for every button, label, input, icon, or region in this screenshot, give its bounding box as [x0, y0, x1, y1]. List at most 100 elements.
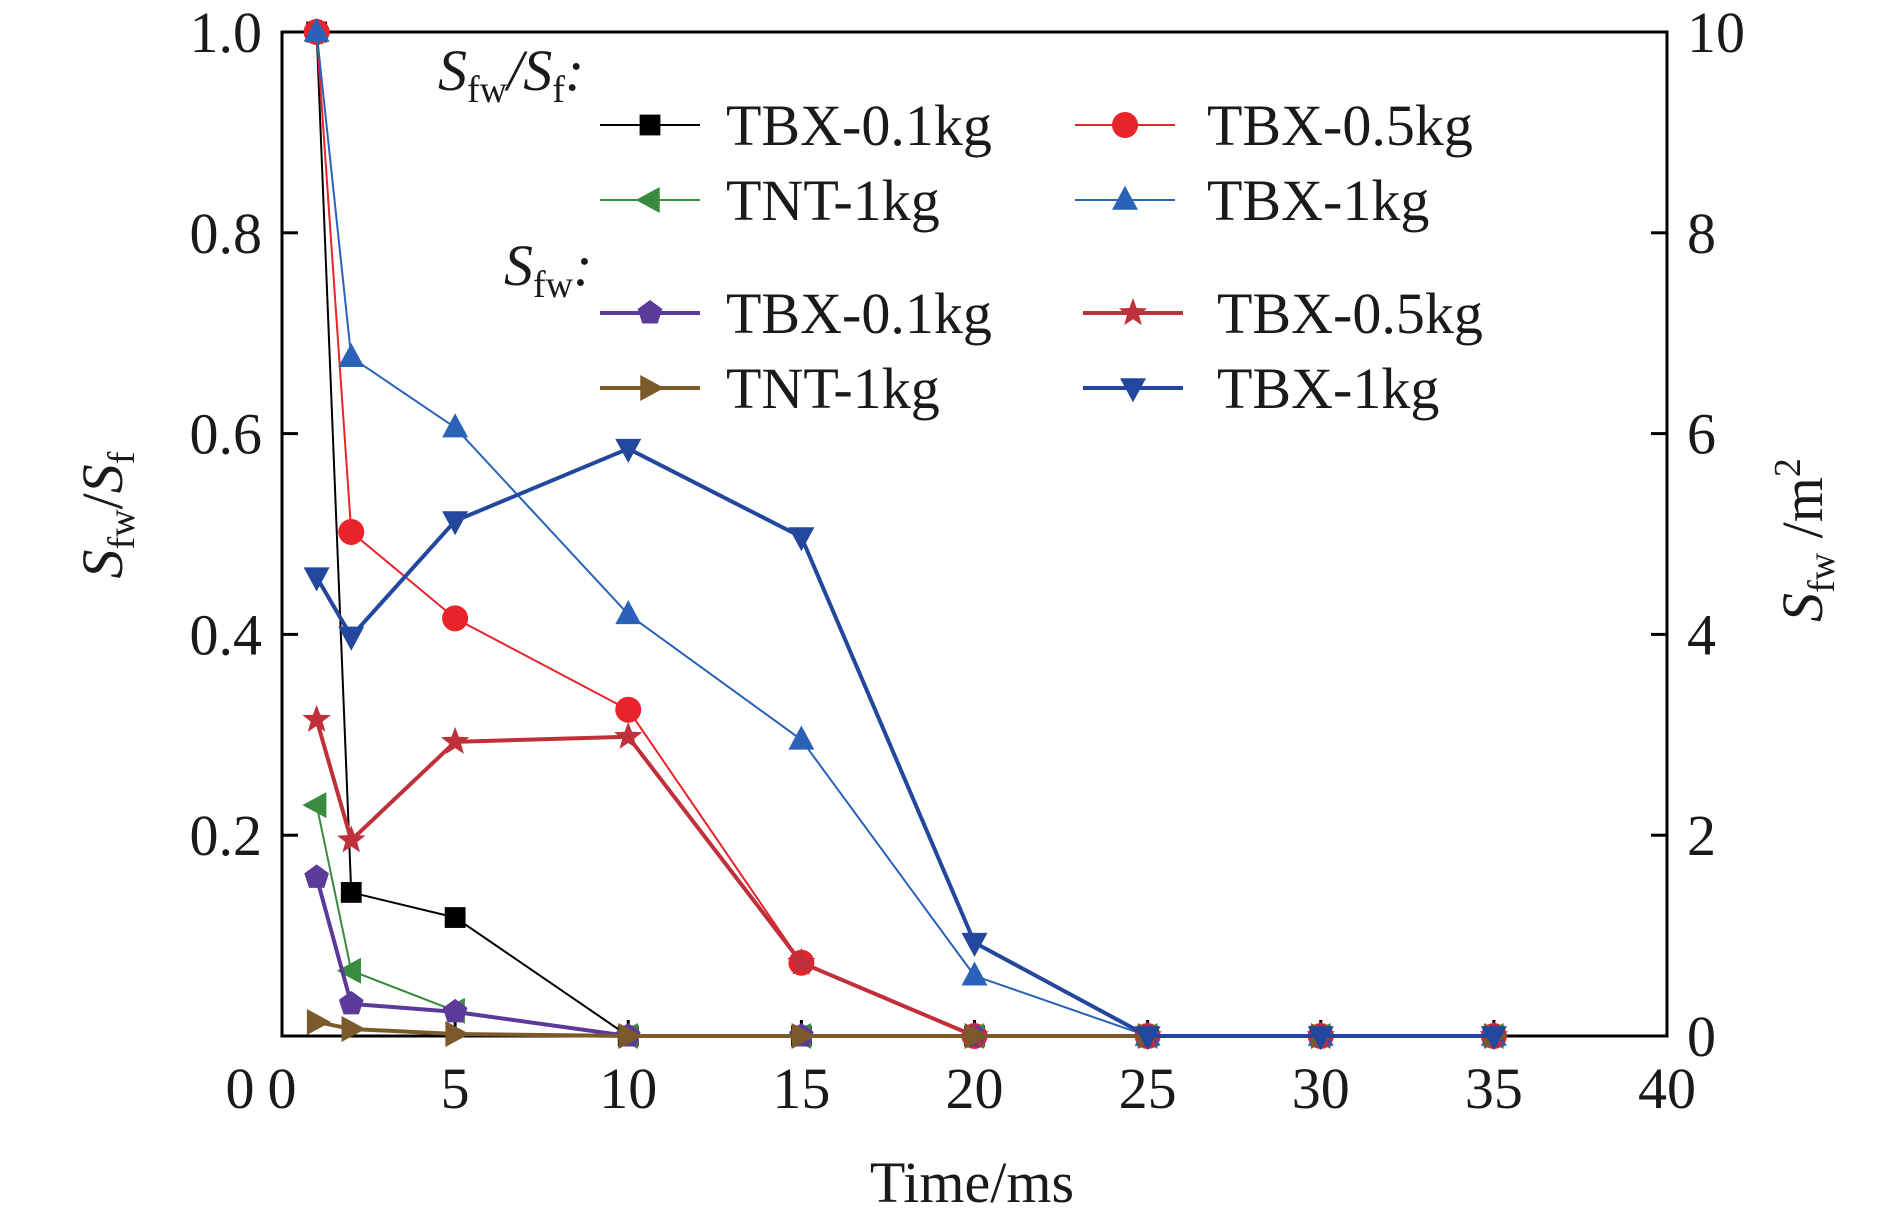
right-y-axis-title: Sfw /m2 [1767, 458, 1843, 622]
data-point [303, 567, 330, 592]
left-y-title-sub: fw [101, 509, 143, 550]
data-point [618, 1023, 643, 1049]
data-point [302, 792, 327, 819]
data-point [340, 882, 362, 903]
data-point [444, 907, 466, 928]
left-y-tick-label: 0.6 [190, 402, 263, 467]
right-y-axis-ticks: 0 2 4 6 8 10 [1651, 0, 1745, 1069]
data-point [1134, 1026, 1161, 1051]
origin-label: 0 [226, 1056, 255, 1121]
data-point [445, 1020, 470, 1047]
right-y-title-sup: 2 [1767, 458, 1809, 477]
left-y-axis-title: Sfw/Sf [70, 451, 143, 578]
legend-entry-tnt-1kg: TNT-1kg [600, 356, 940, 421]
legend-label: TBX-1kg [1217, 356, 1439, 421]
x-axis-title: Time/ms [870, 1150, 1074, 1210]
series-line [314, 876, 1494, 1038]
legend-entry-tbx-0-5kg: TBX-0.5kg [1083, 281, 1483, 346]
legend-label: TBX-0.1kg [726, 93, 992, 158]
x-tick-label: 40 [1638, 1056, 1696, 1121]
x-tick-label: 20 [946, 1056, 1004, 1121]
left-y-title-s: S [70, 549, 135, 578]
data-point [1480, 1026, 1507, 1051]
left-y-tick-label: 1.0 [190, 0, 263, 65]
data-point [964, 1023, 989, 1049]
x-tick-label: 0 [268, 1056, 297, 1121]
series-tbx-1kg-right [303, 438, 1507, 1051]
legend-label: TBX-1kg [1207, 168, 1429, 233]
right-y-tick-label: 8 [1687, 201, 1716, 266]
right-y-title-unit: /m [1770, 477, 1835, 553]
data-point [440, 726, 470, 754]
x-tick-label: 25 [1119, 1056, 1177, 1121]
left-y-title-sub2: f [101, 451, 143, 464]
plot-frame [280, 30, 1669, 1038]
data-point [615, 696, 642, 723]
right-y-tick-label: 10 [1687, 0, 1745, 65]
legend-heading-part: S [523, 38, 552, 103]
data-point [442, 413, 469, 438]
data-point [336, 957, 361, 984]
data-point [303, 17, 330, 42]
series-layer [302, 17, 1509, 1051]
legend-label: TBX-0.1kg [726, 281, 992, 346]
legend-heading-part: : [573, 233, 592, 298]
data-point [338, 626, 365, 651]
legend-marker [637, 300, 663, 324]
x-tick-label: 10 [599, 1056, 657, 1121]
left-y-tick-label: 0.8 [190, 201, 263, 266]
x-axis-ticks: 0 5 10 15 20 25 30 35 40 [268, 1020, 1696, 1121]
series-line [314, 719, 1494, 1038]
legend-heading-part: fw [467, 69, 508, 111]
data-point [338, 990, 364, 1015]
legend-label: TBX-0.5kg [1207, 93, 1473, 158]
data-point [788, 527, 815, 552]
legend-heading-part: : [565, 38, 584, 103]
legend-label: TNT-1kg [726, 356, 940, 421]
data-point [788, 725, 815, 750]
legend-heading-part: S [438, 38, 467, 103]
data-point [614, 721, 643, 749]
data-point [337, 825, 366, 853]
legend-marker [640, 375, 665, 401]
legend-entry-tbx-0-1kg: TBX-0.1kg [600, 281, 992, 346]
plot-border [280, 30, 1669, 1038]
data-point [787, 947, 816, 975]
legend-label: TNT-1kg [726, 168, 940, 233]
legend-label: TBX-0.5kg [1217, 281, 1483, 346]
data-point [615, 438, 642, 463]
right-y-title-sub: fw [1801, 552, 1843, 593]
legend-marker [1120, 378, 1146, 403]
legend-entry-tbx-0-5kg: TBX-0.5kg [1075, 93, 1473, 158]
right-y-tick-label: 6 [1687, 402, 1716, 467]
right-y-tick-label: 4 [1687, 602, 1716, 667]
x-tick-label: 35 [1465, 1056, 1523, 1121]
series-tbx-0-1kg-right [304, 864, 1507, 1047]
data-point [1307, 1026, 1334, 1051]
left-y-title-s2: S [70, 464, 135, 493]
series-line [315, 804, 1494, 1037]
legend-entry-tbx-1kg: TBX-1kg [1083, 356, 1439, 421]
legend-entry-tnt-1kg: TNT-1kg [600, 168, 940, 233]
right-y-tick-label: 2 [1687, 803, 1716, 868]
legend-heading-part: S [504, 233, 533, 298]
x-tick-label: 30 [1292, 1056, 1350, 1121]
data-point [442, 605, 469, 632]
legend-heading-part: f [552, 69, 565, 111]
x-tick-label: 15 [772, 1056, 830, 1121]
legend-heading-ratio: Sfw/Sf: [438, 38, 584, 111]
left-y-axis-ticks: 0.2 0.4 0.6 0.8 1.0 0 [190, 0, 298, 1121]
data-point [306, 1008, 331, 1035]
legend-entry-tbx-1kg: TBX-1kg [1075, 168, 1429, 233]
right-y-tick-label: 0 [1687, 1004, 1716, 1069]
legend-marker [635, 187, 660, 213]
data-point [961, 961, 988, 986]
data-point [791, 1023, 816, 1049]
data-point [615, 600, 642, 625]
right-y-title-s: S [1770, 593, 1835, 622]
legend-heading-area: Sfw: [504, 233, 592, 306]
series-tnt-1kg-left [302, 792, 1504, 1049]
